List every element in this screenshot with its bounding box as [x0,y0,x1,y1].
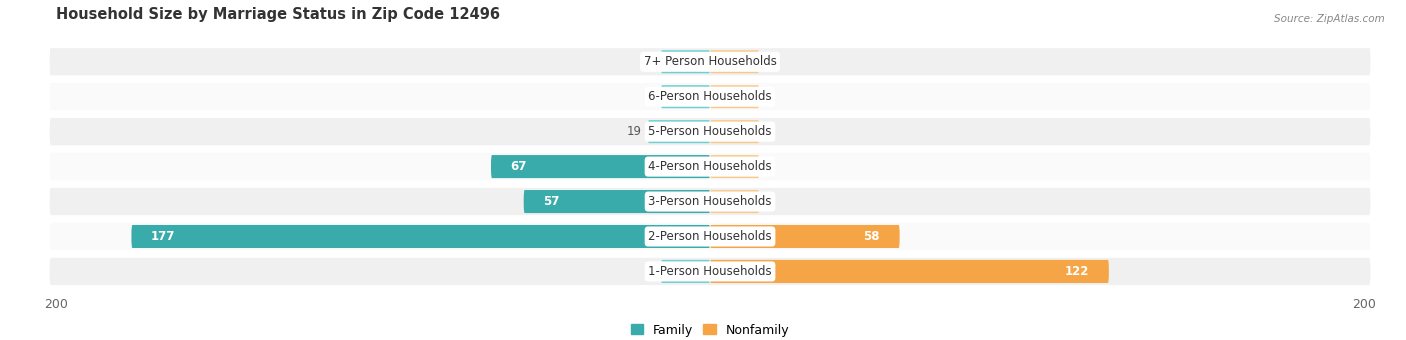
FancyBboxPatch shape [710,260,1109,283]
FancyBboxPatch shape [491,155,710,178]
Text: Source: ZipAtlas.com: Source: ZipAtlas.com [1274,14,1385,23]
FancyBboxPatch shape [710,225,900,248]
FancyBboxPatch shape [661,260,710,283]
FancyBboxPatch shape [49,258,1371,285]
Text: 3: 3 [647,90,654,103]
Text: 4-Person Households: 4-Person Households [648,160,772,173]
FancyBboxPatch shape [710,85,759,108]
FancyBboxPatch shape [49,48,1371,75]
FancyBboxPatch shape [49,83,1371,110]
FancyBboxPatch shape [710,120,759,143]
Text: 6-Person Households: 6-Person Households [648,90,772,103]
Text: 0: 0 [647,55,654,68]
Text: 67: 67 [510,160,527,173]
FancyBboxPatch shape [49,223,1371,250]
FancyBboxPatch shape [49,118,1371,145]
Text: 1-Person Households: 1-Person Households [648,265,772,278]
FancyBboxPatch shape [661,50,710,73]
FancyBboxPatch shape [661,85,710,108]
Text: 7+ Person Households: 7+ Person Households [644,55,776,68]
Text: 0: 0 [647,265,654,278]
Text: 5-Person Households: 5-Person Households [648,125,772,138]
Text: 122: 122 [1064,265,1090,278]
Text: 19: 19 [627,125,641,138]
FancyBboxPatch shape [49,153,1371,180]
Text: 3-Person Households: 3-Person Households [648,195,772,208]
Text: 2-Person Households: 2-Person Households [648,230,772,243]
FancyBboxPatch shape [710,155,759,178]
Text: 0: 0 [766,160,773,173]
FancyBboxPatch shape [131,225,710,248]
Text: 58: 58 [863,230,880,243]
FancyBboxPatch shape [523,190,710,213]
FancyBboxPatch shape [648,120,710,143]
FancyBboxPatch shape [49,188,1371,215]
Text: 0: 0 [766,55,773,68]
Text: 177: 177 [150,230,176,243]
FancyBboxPatch shape [710,50,759,73]
Text: 57: 57 [543,195,560,208]
FancyBboxPatch shape [710,190,759,213]
Text: 0: 0 [766,195,773,208]
Text: Household Size by Marriage Status in Zip Code 12496: Household Size by Marriage Status in Zip… [56,6,501,21]
Legend: Family, Nonfamily: Family, Nonfamily [626,319,794,340]
Text: 0: 0 [766,90,773,103]
Text: 0: 0 [766,125,773,138]
